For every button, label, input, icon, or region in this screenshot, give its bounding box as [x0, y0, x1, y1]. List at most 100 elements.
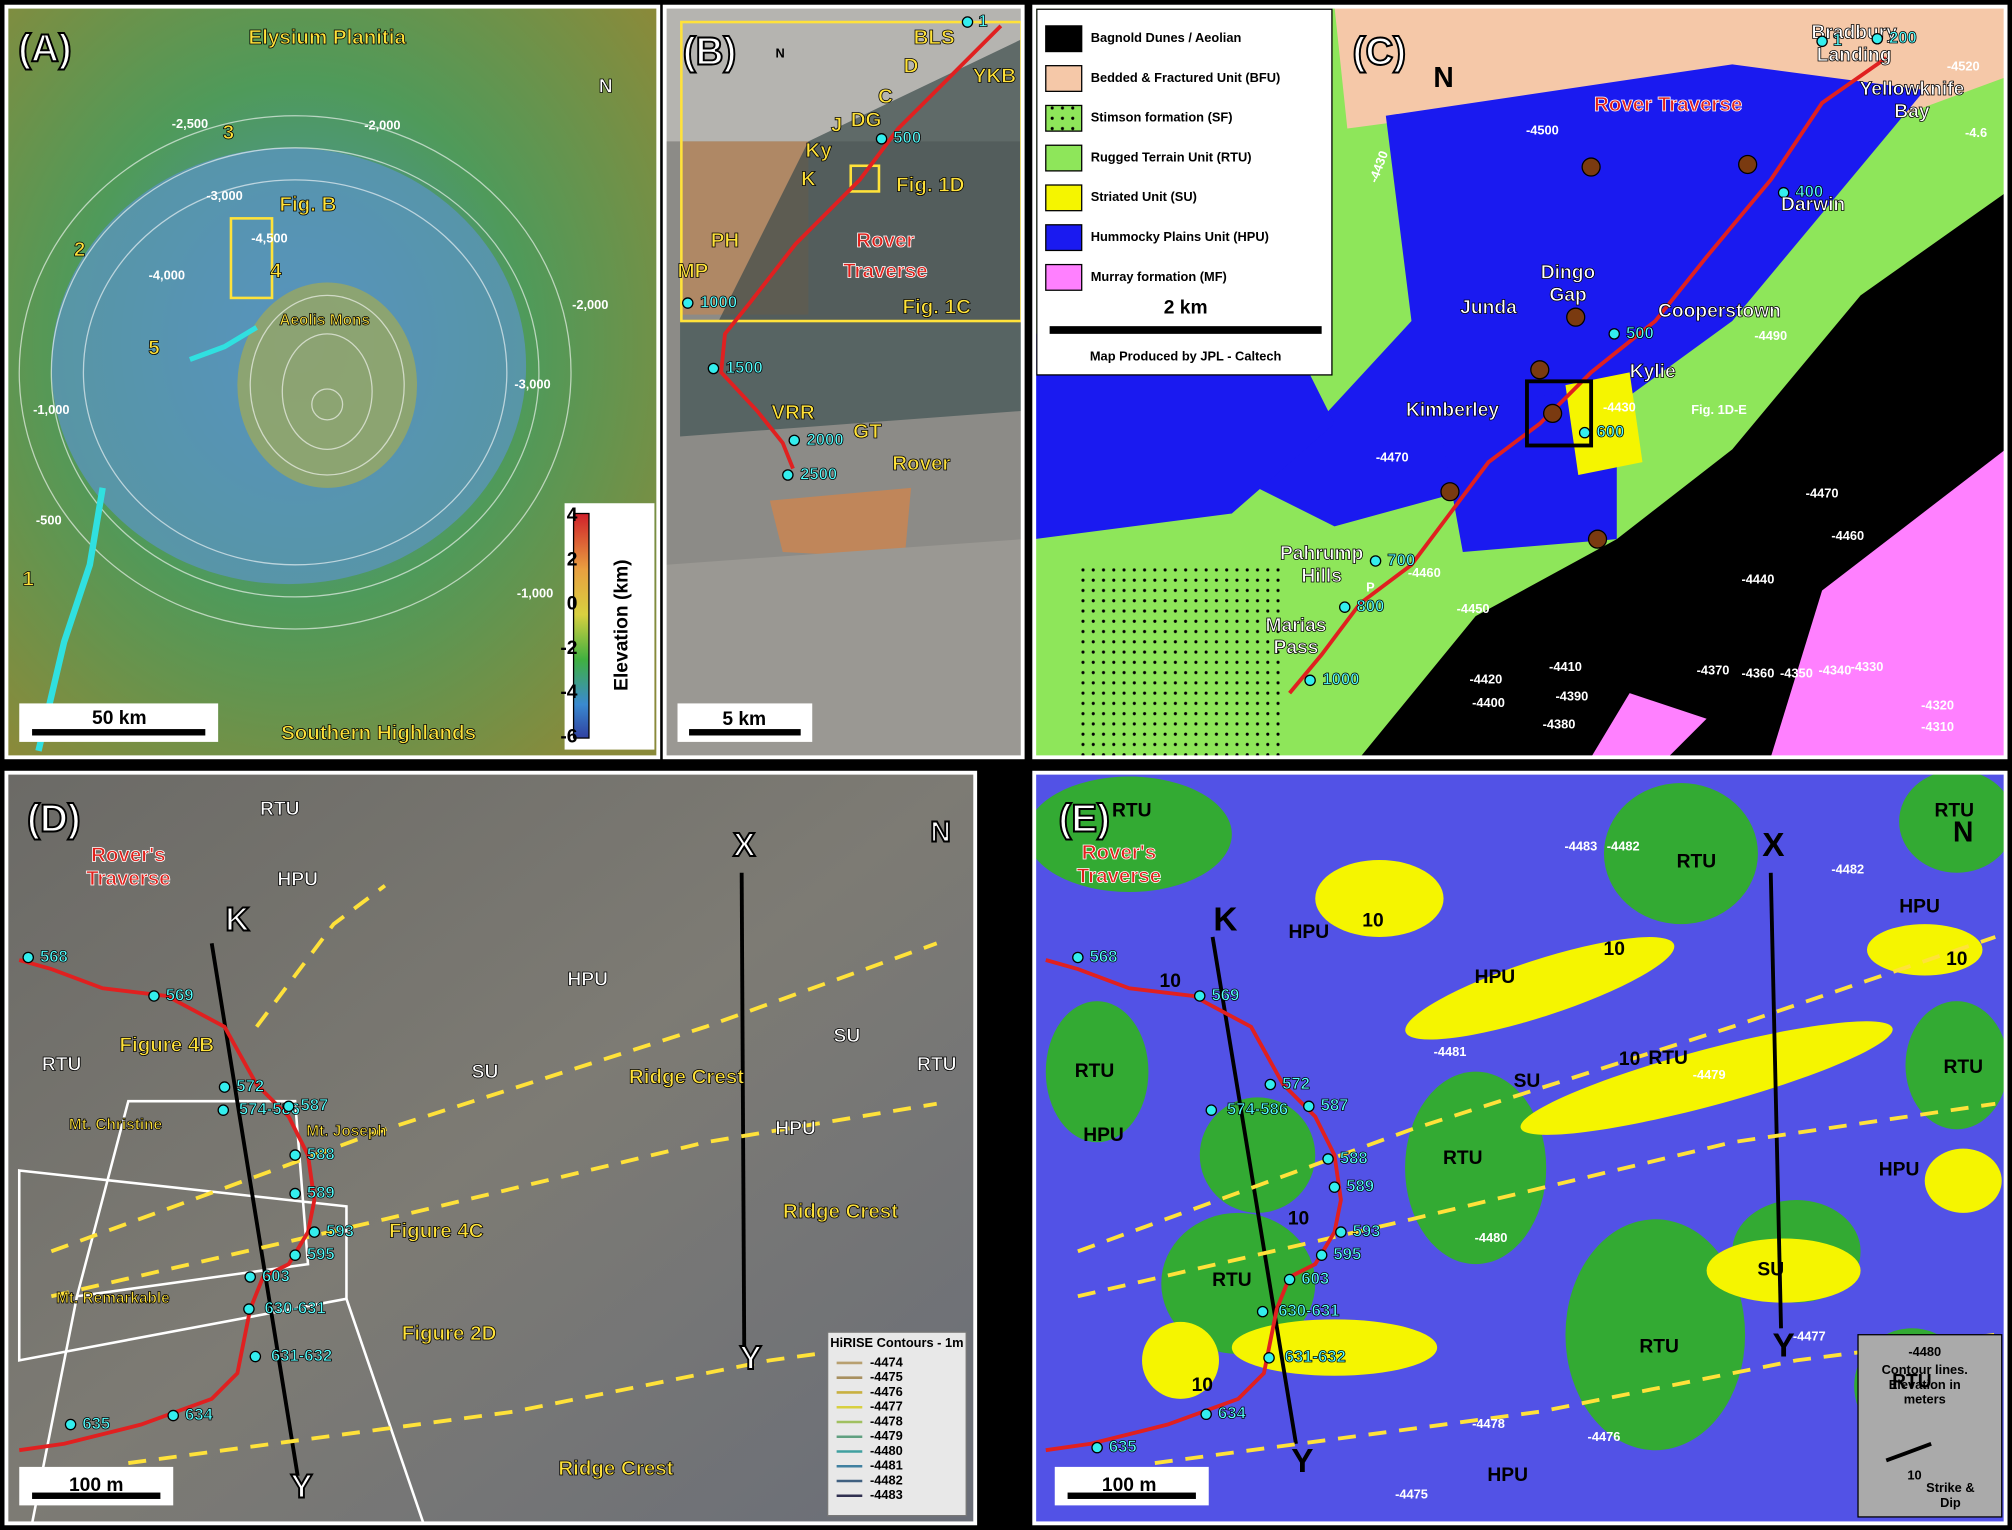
- legend-swatch: [1045, 263, 1083, 291]
- map-label: -1,000: [517, 586, 553, 601]
- site-marker: [1581, 157, 1601, 177]
- map-label: -4430: [1603, 400, 1636, 415]
- map-label: 568: [40, 947, 68, 966]
- waypoint: [217, 1104, 230, 1116]
- waypoint: [1322, 1153, 1334, 1165]
- map-label: Mt. Remarkable: [56, 1290, 170, 1307]
- map-label: 50 km: [92, 708, 147, 729]
- map-label: -4476: [1588, 1429, 1621, 1444]
- map-label: SU: [1757, 1260, 1784, 1281]
- site-marker: [1530, 360, 1550, 380]
- waypoint: [1263, 1352, 1275, 1364]
- waypoint: [1338, 601, 1351, 613]
- map-label: C: [878, 85, 893, 108]
- legend-swatch: [1045, 184, 1083, 212]
- map-label: 587: [300, 1096, 328, 1115]
- map-label: 2: [74, 238, 85, 261]
- site-marker: [1566, 307, 1586, 327]
- map-label: 630-631: [265, 1298, 326, 1317]
- map-label: -4520: [1947, 58, 1980, 73]
- map-label: -4480: [1908, 1344, 1941, 1359]
- legend-swatch: [1045, 25, 1083, 53]
- map-label: 400: [1795, 182, 1823, 201]
- waypoint: [1193, 990, 1206, 1002]
- map-label: 2: [567, 549, 578, 570]
- map-label: RTU: [42, 1054, 82, 1075]
- map-label: SU: [834, 1026, 861, 1047]
- map-label: Y: [1291, 1443, 1313, 1480]
- waypoint: [148, 990, 160, 1002]
- map-label: -3,000: [514, 377, 550, 392]
- waypoint: [875, 133, 888, 145]
- map-label: SU: [1514, 1071, 1541, 1092]
- map-label: 603: [1301, 1269, 1329, 1288]
- map-label: Marias: [1266, 615, 1327, 636]
- map-label: -4440: [1742, 572, 1775, 587]
- waypoint: [282, 1100, 295, 1113]
- map-label: 100 m: [69, 1475, 124, 1496]
- waypoint: [243, 1303, 255, 1315]
- map-label: Hills: [1301, 566, 1342, 587]
- map-label: SU: [472, 1062, 499, 1083]
- map-label: -4481: [870, 1458, 903, 1473]
- panel-c: [1034, 6, 2006, 758]
- waypoint: [1608, 328, 1620, 340]
- map-label: 635: [82, 1414, 110, 1433]
- waypoint: [1369, 555, 1382, 567]
- map-label: -4470: [1806, 486, 1839, 501]
- map-label: 603: [262, 1266, 290, 1285]
- map-label: 5 km: [722, 709, 766, 730]
- map-label: 631-632: [271, 1346, 332, 1365]
- waypoint: [961, 16, 974, 28]
- map-label: RTU: [1212, 1270, 1252, 1291]
- map-label: HPU: [277, 870, 318, 891]
- map-label: -4482: [1831, 862, 1864, 877]
- map-label: -4.6: [1965, 125, 1987, 140]
- map-label: -4330: [1851, 659, 1884, 674]
- scale-bar: [1049, 326, 1322, 334]
- map-label: Fig. 1D: [896, 174, 964, 197]
- map-label: Junda: [1460, 297, 1517, 318]
- map-label: 588: [1340, 1148, 1368, 1167]
- waypoint: [1264, 1078, 1277, 1091]
- map-label: -4478: [870, 1413, 903, 1428]
- map-label: -4: [560, 682, 577, 703]
- waypoint: [782, 469, 794, 481]
- map-label: -4490: [1754, 328, 1787, 343]
- map-label: 630-631: [1278, 1301, 1339, 1320]
- map-label: 1: [23, 568, 34, 591]
- map-label: N: [1953, 816, 1973, 848]
- map-label: Rover Traverse: [1594, 93, 1742, 116]
- site-marker: [1587, 529, 1608, 549]
- waypoint: [1578, 426, 1591, 439]
- map-label: 631-632: [1285, 1347, 1346, 1366]
- map-label: -4360: [1742, 665, 1775, 680]
- map-label: RTU: [260, 799, 300, 820]
- map-label: 4: [270, 260, 282, 283]
- map-label: 10: [1192, 1375, 1213, 1396]
- map-label: Bedded & Fractured Unit (BFU): [1091, 70, 1281, 85]
- map-label: -4480: [870, 1443, 903, 1458]
- map-label: Traverse: [1077, 865, 1161, 888]
- map-label: (B): [683, 30, 736, 73]
- map-label: Fig. 1D-E: [1691, 402, 1747, 417]
- map-label: 1000: [1322, 670, 1359, 689]
- map-label: 1: [1833, 31, 1842, 50]
- waypoint: [167, 1409, 180, 1422]
- map-label: 10: [1604, 939, 1625, 960]
- map-label: RTU: [1443, 1148, 1483, 1169]
- waypoint: [22, 951, 35, 964]
- map-label: 569: [1212, 985, 1240, 1004]
- map-label: (E): [1059, 798, 1110, 841]
- map-label: 2 km: [1164, 297, 1208, 318]
- legend-swatch: [1045, 224, 1083, 252]
- map-label: 2000: [807, 430, 844, 449]
- map-label: N: [599, 77, 613, 98]
- map-label: Strike &: [1926, 1480, 1974, 1495]
- map-label: -4482: [870, 1472, 903, 1487]
- map-label: 568: [1090, 947, 1118, 966]
- waypoint: [1777, 186, 1790, 199]
- map-label: 593: [326, 1221, 354, 1240]
- map-label: 700: [1387, 550, 1415, 569]
